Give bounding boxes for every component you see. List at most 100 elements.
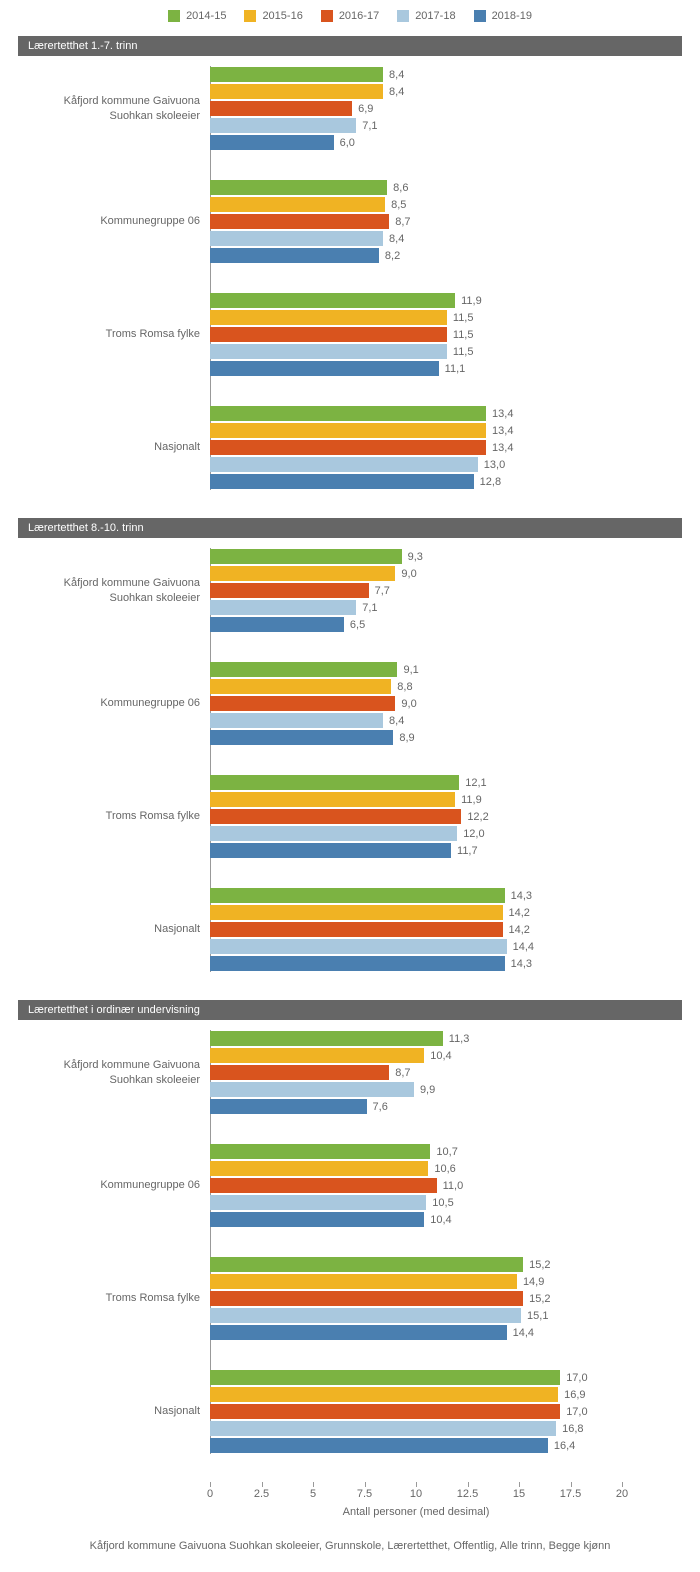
bar-row: 11,9 xyxy=(210,791,622,808)
bar-row: 9,9 xyxy=(210,1081,622,1098)
bar-row: 7,1 xyxy=(210,117,622,134)
legend-item: 2018-19 xyxy=(474,10,532,22)
bar-value-label: 10,4 xyxy=(430,1214,451,1226)
category-label: Troms Romsa fylke xyxy=(18,1291,210,1306)
x-tick-label: 17.5 xyxy=(560,1488,581,1500)
bar-value-label: 11,7 xyxy=(457,845,478,857)
bar-value-label: 11,1 xyxy=(445,363,466,375)
bar-value-label: 17,0 xyxy=(566,1406,587,1418)
bar-value-label: 13,4 xyxy=(492,408,513,420)
category-label: Troms Romsa fylke xyxy=(18,327,210,342)
bar xyxy=(210,826,457,841)
bar xyxy=(210,1048,424,1063)
bar xyxy=(210,809,461,824)
bars-wrap: 11,310,48,79,97,6 xyxy=(210,1030,682,1115)
bar xyxy=(210,1099,367,1114)
bar xyxy=(210,248,379,263)
bar xyxy=(210,1178,437,1193)
bar-row: 10,4 xyxy=(210,1211,622,1228)
bar xyxy=(210,662,397,677)
bar xyxy=(210,1144,430,1159)
bar-row: 16,8 xyxy=(210,1420,622,1437)
category-group: Nasjonalt14,314,214,214,414,3 xyxy=(18,887,682,972)
bar-row: 9,0 xyxy=(210,695,622,712)
bar-value-label: 15,2 xyxy=(529,1259,550,1271)
bar-row: 8,4 xyxy=(210,83,622,100)
legend-swatch xyxy=(168,10,180,22)
category-label: Kåfjord kommune Gaivuona Suohkan skoleei… xyxy=(18,576,210,606)
legend-label: 2016-17 xyxy=(339,10,379,22)
bar-row: 8,4 xyxy=(210,66,622,83)
bar-value-label: 8,5 xyxy=(391,199,406,211)
x-tick-label: 7.5 xyxy=(357,1488,372,1500)
bar-row: 14,3 xyxy=(210,887,622,904)
bar-row: 16,4 xyxy=(210,1437,622,1454)
bar xyxy=(210,327,447,342)
bar-value-label: 8,4 xyxy=(389,233,404,245)
bar-value-label: 7,7 xyxy=(375,585,390,597)
chart-section: Kåfjord kommune Gaivuona Suohkan skoleei… xyxy=(18,548,682,972)
bars-wrap: 9,18,89,08,48,9 xyxy=(210,661,682,746)
section-header: Lærertetthet 1.-7. trinn xyxy=(18,36,682,56)
bar xyxy=(210,730,393,745)
category-label: Nasjonalt xyxy=(18,922,210,937)
bar xyxy=(210,843,451,858)
bar-value-label: 11,5 xyxy=(453,329,474,341)
bar-row: 8,4 xyxy=(210,230,622,247)
bar-value-label: 9,1 xyxy=(403,664,418,676)
bar-value-label: 9,3 xyxy=(408,551,423,563)
section-header: Lærertetthet 8.-10. trinn xyxy=(18,518,682,538)
bar xyxy=(210,457,478,472)
bar xyxy=(210,1212,424,1227)
legend-label: 2017-18 xyxy=(415,10,455,22)
category-group: Kåfjord kommune Gaivuona Suohkan skoleei… xyxy=(18,1030,682,1115)
bar-value-label: 12,8 xyxy=(480,476,501,488)
bar-value-label: 10,4 xyxy=(430,1050,451,1062)
bar-row: 7,1 xyxy=(210,599,622,616)
category-label: Troms Romsa fylke xyxy=(18,809,210,824)
bar-row: 10,5 xyxy=(210,1194,622,1211)
bars-wrap: 8,48,46,97,16,0 xyxy=(210,66,682,151)
category-group: Troms Romsa fylke 12,1 11,9 12,2 12,0 11,7 xyxy=(18,774,682,859)
bar-value-label: 8,4 xyxy=(389,69,404,81)
bar-value-label: 8,4 xyxy=(389,715,404,727)
x-tick-label: 15 xyxy=(513,1488,525,1500)
bar xyxy=(210,1438,548,1453)
bar xyxy=(210,1031,443,1046)
bar-value-label: 8,6 xyxy=(393,182,408,194)
bar-value-label: 8,7 xyxy=(395,1067,410,1079)
bar-row: 6,9 xyxy=(210,100,622,117)
bar-value-label: 14,4 xyxy=(513,941,534,953)
bar xyxy=(210,440,486,455)
bar-row: 11,7 xyxy=(210,842,622,859)
bar xyxy=(210,679,391,694)
bar-row: 14,4 xyxy=(210,938,622,955)
bar xyxy=(210,549,402,564)
category-group: Troms Romsa fylke11,911,511,511,511,1 xyxy=(18,292,682,377)
bars-wrap: 11,911,511,511,511,1 xyxy=(210,292,682,377)
legend: 2014-152015-162016-172017-182018-19 xyxy=(0,0,700,28)
bar-row: 17,0 xyxy=(210,1403,622,1420)
bar-row: 6,0 xyxy=(210,134,622,151)
legend-item: 2017-18 xyxy=(397,10,455,22)
bar xyxy=(210,310,447,325)
bar-value-label: 11,0 xyxy=(443,1180,464,1192)
bar-row: 12,1 xyxy=(210,774,622,791)
bar-row: 8,8 xyxy=(210,678,622,695)
bar xyxy=(210,956,505,971)
bar-row: 10,4 xyxy=(210,1047,622,1064)
bar xyxy=(210,214,389,229)
bar xyxy=(210,1404,560,1419)
bar-value-label: 12,1 xyxy=(465,777,486,789)
bar-value-label: 12,2 xyxy=(467,811,488,823)
bar xyxy=(210,1257,523,1272)
bar-value-label: 8,8 xyxy=(397,681,412,693)
bar-value-label: 12,0 xyxy=(463,828,484,840)
bar xyxy=(210,361,439,376)
category-label: Nasjonalt xyxy=(18,1404,210,1419)
category-label: Kåfjord kommune Gaivuona Suohkan skoleei… xyxy=(18,1058,210,1088)
category-group: Kåfjord kommune Gaivuona Suohkan skoleei… xyxy=(18,66,682,151)
bar-row: 11,1 xyxy=(210,360,622,377)
bar-row: 8,6 xyxy=(210,179,622,196)
bar-value-label: 13,4 xyxy=(492,425,513,437)
